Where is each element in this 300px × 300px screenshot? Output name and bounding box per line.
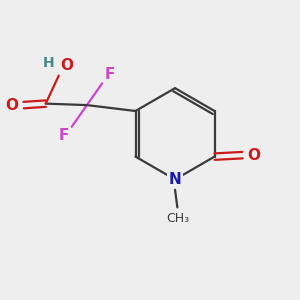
Text: N: N bbox=[169, 172, 182, 187]
Text: F: F bbox=[59, 128, 69, 143]
Text: CH₃: CH₃ bbox=[166, 212, 189, 225]
Text: O: O bbox=[6, 98, 19, 112]
Text: O: O bbox=[248, 148, 260, 163]
Text: O: O bbox=[61, 58, 74, 73]
Text: H: H bbox=[42, 56, 54, 70]
Text: F: F bbox=[104, 67, 115, 82]
